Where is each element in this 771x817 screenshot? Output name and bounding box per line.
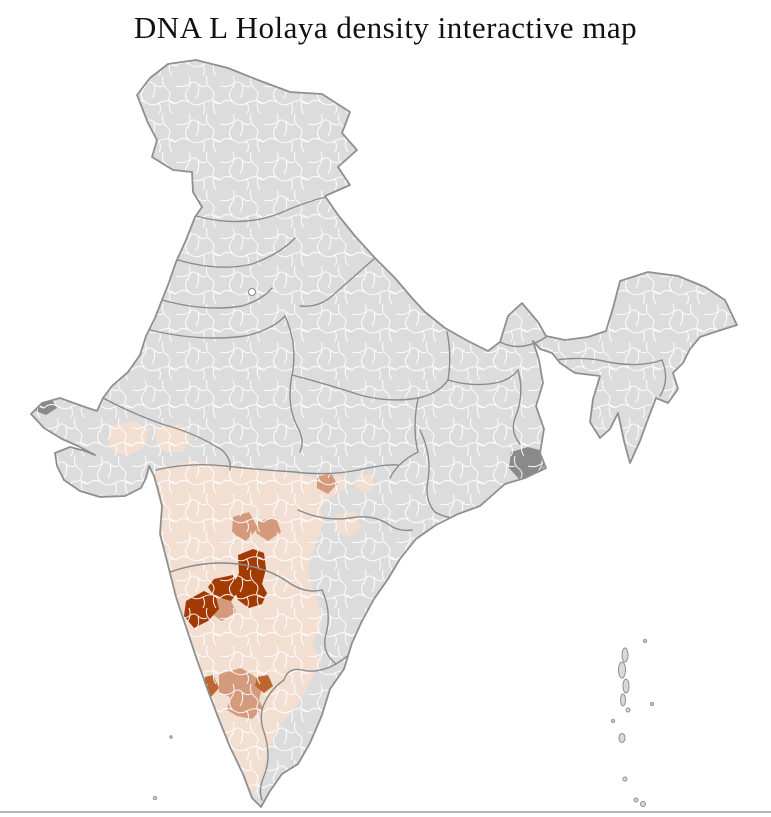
andaman-island [611, 719, 615, 723]
state-border-line [446, 331, 451, 381]
state-border-line [169, 562, 323, 592]
state-border-line [297, 509, 413, 532]
state-border-line [321, 589, 337, 665]
andaman-island [625, 707, 631, 713]
state-border-line [512, 369, 522, 445]
state-border-line [499, 336, 547, 348]
state-border-line [177, 237, 296, 268]
state-border-line [102, 397, 232, 471]
state-borders [102, 196, 667, 801]
state-border-line [195, 196, 327, 223]
bottom-divider [0, 811, 771, 813]
nicobar-island [633, 797, 639, 803]
state-border-line [389, 397, 419, 479]
andaman-island [618, 661, 626, 679]
lakshadweep-island [169, 735, 173, 739]
island-chains [153, 639, 654, 807]
nicobar-island [622, 776, 628, 782]
country-outline [30, 59, 738, 808]
state-border-line [149, 315, 286, 339]
state-border-line [260, 663, 337, 733]
state-border-line [291, 374, 449, 401]
andaman-island [620, 693, 626, 707]
andaman-island [650, 702, 654, 706]
state-border-line [659, 359, 667, 397]
state-border-line [161, 287, 273, 309]
state-border-line [419, 429, 436, 513]
page-title: DNA L Holaya density interactive map [133, 10, 638, 45]
district-mesh-overlay [31, 60, 737, 807]
state-border-line [259, 731, 269, 801]
andaman-island [622, 678, 630, 694]
nicobar-island [640, 801, 646, 807]
state-border-line [155, 463, 399, 475]
state-border-line [284, 315, 303, 453]
state-border-line [555, 357, 663, 366]
state-border-line [299, 257, 376, 307]
andaman-island [621, 647, 629, 663]
andaman-island [643, 639, 647, 643]
lakshadweep-island [153, 796, 157, 800]
delhi-enclave[interactable] [248, 288, 256, 296]
nicobar-island [618, 733, 626, 743]
state-border-line [447, 369, 519, 386]
